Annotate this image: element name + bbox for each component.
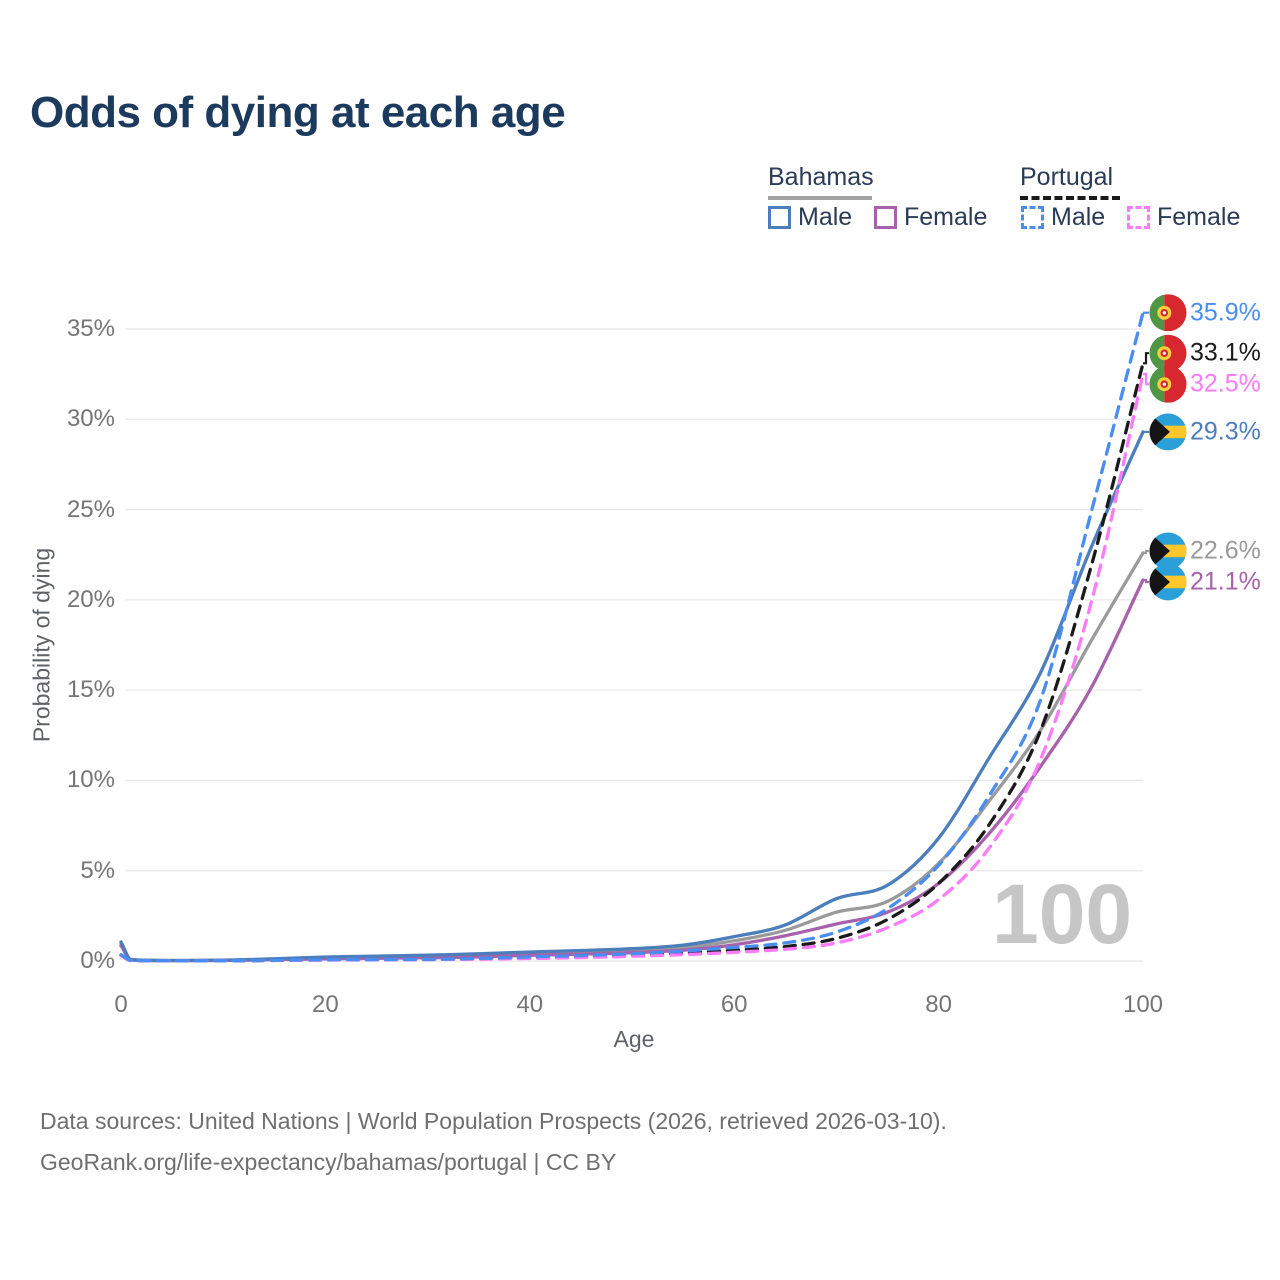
line-portugal-total[interactable] [119,361,1145,963]
bahamas-flag-icon [1149,563,1187,601]
end-connector [1143,352,1149,365]
legend-swatch-bahamas-male[interactable] [768,206,791,229]
y-tick-0%: 0% [80,947,115,974]
y-tick-10%: 10% [66,766,115,794]
y-axis-title: Probability of dying [28,547,55,743]
y-tick-5%: 5% [80,856,115,884]
legend-country-portugal: Portugal [1020,163,1114,191]
legend-label[interactable]: Female [904,203,988,231]
end-label-bahamas-female: 21.1% [1190,567,1261,596]
end-connector [1143,578,1149,584]
legend-underline-bahamas-solid-line [768,196,872,200]
legend-label[interactable]: Male [798,203,853,231]
watermark-age-100: 100 [992,867,1133,961]
x-tick-80: 80 [925,991,952,1018]
bahamas-flag-icon [1149,413,1187,451]
line-bahamas-female[interactable] [119,578,1145,963]
line-portugal-male[interactable] [119,311,1145,963]
line-portugal-female[interactable] [119,372,1145,963]
portugal-flag-icon [1149,294,1187,332]
legend-underline-portugal-dashed-line [1020,196,1120,200]
legend-group-bahamas-header: Bahamas [768,163,874,192]
legend-country-bahamas: Bahamas [768,163,874,191]
end-connector [1143,373,1149,386]
portugal-flag-icon [1149,365,1187,403]
bahamas-flag-icon [1149,532,1187,570]
portugal-flag-icon [1149,334,1187,372]
x-tick-40: 40 [516,991,544,1018]
end-label-bahamas-total: 22.6% [1190,536,1261,565]
legend-group-portugal-header: Portugal [1020,163,1113,192]
end-label-portugal-total: 33.1% [1190,338,1261,367]
end-label-portugal-female: 32.5% [1190,369,1261,398]
end-connector [1143,549,1149,554]
end-label-bahamas-male: 29.3% [1190,417,1261,446]
y-tick-35%: 35% [66,315,115,342]
y-tick-30%: 30% [66,405,115,433]
legend-swatch-portugal-male[interactable] [1021,206,1044,229]
y-tick-25%: 25% [66,495,115,523]
legend-swatch-bahamas-female[interactable] [874,206,897,229]
x-axis-title: Age [613,1026,655,1052]
x-tick-100: 100 [1122,991,1164,1018]
end-label-portugal-male: 35.9% [1190,298,1261,327]
y-tick-20%: 20% [66,585,115,613]
attribution-link-text: GeoRank.org/life-expectancy/bahamas/port… [40,1149,617,1175]
legend-label[interactable]: Male [1051,203,1106,231]
y-tick-15%: 15% [66,676,115,704]
page-title: Odds of dying at each age [30,88,566,137]
x-tick-0: 0 [114,991,128,1018]
legend-swatch-portugal-female[interactable] [1127,206,1150,229]
line-bahamas-male[interactable] [119,430,1145,963]
x-tick-60: 60 [720,991,748,1018]
x-tick-20: 20 [312,991,339,1018]
data-sources-text: Data sources: United Nations | World Pop… [40,1108,947,1134]
legend-label[interactable]: Female [1157,203,1241,231]
